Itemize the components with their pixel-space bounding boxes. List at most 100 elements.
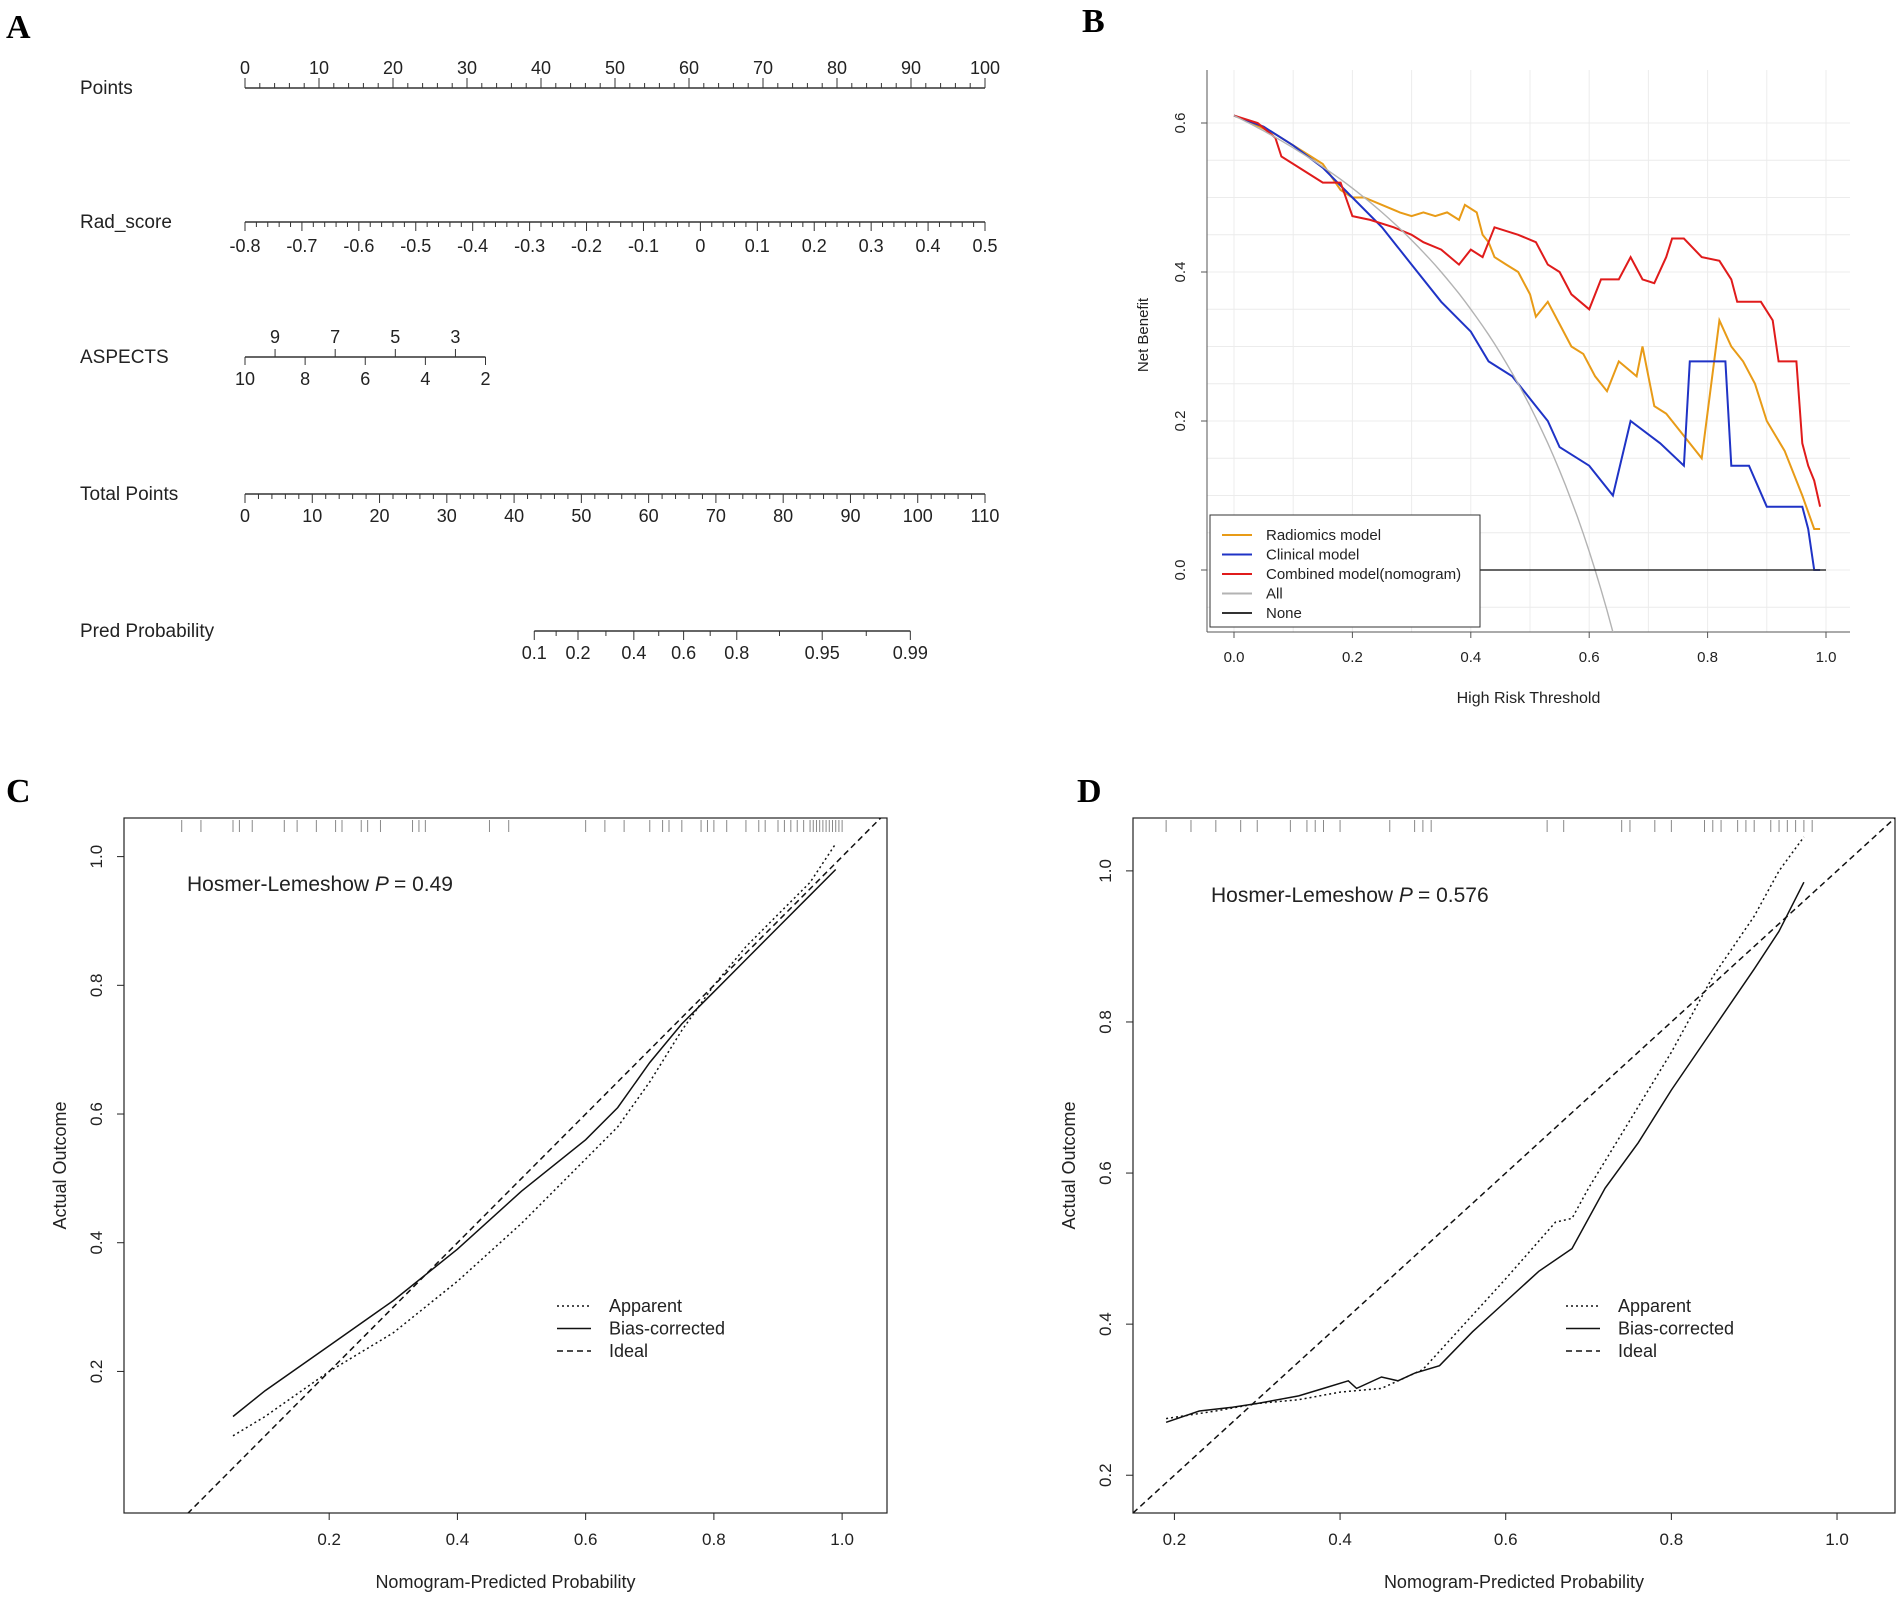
panel-letter-a: A [6,9,31,46]
aspects-tick-label: 7 [330,327,340,347]
x-tick-label: 0.4 [1328,1530,1352,1549]
legend-label: Apparent [1618,1296,1691,1316]
predprob-tick-label: 0.95 [805,643,840,663]
radscore-tick-label: -0.3 [514,236,545,256]
totalpoints-tick-label: 30 [437,506,457,526]
radscore-tick-label: 0 [695,236,705,256]
points-tick-label: 40 [531,58,551,78]
x-tick-label: 0.2 [1163,1530,1187,1549]
series-line-all [1233,114,1614,632]
radscore-tick-label: -0.5 [400,236,431,256]
y-tick-label: 0.4 [1172,262,1189,283]
calibration-panel-c: 0.2 0.4 0.6 0.8 1.0 0.2 0.4 0.6 0.8 1.0 Nomogram-P… [50,817,888,1592]
x-tick-label: 0.8 [1660,1530,1684,1549]
radscore-tick-label: 0.4 [916,236,941,256]
totalpoints-tick-label: 110 [971,506,1000,526]
panel-letter-d: D [1077,773,1102,810]
x-tick-label: 0.0 [1224,649,1245,666]
points-tick-label: 70 [753,58,773,78]
aspects-tick-label: 8 [300,369,310,389]
legend-label: Apparent [609,1296,682,1316]
predprob-tick-label: 0.4 [621,643,646,663]
legend-label: Radiomics model [1266,527,1381,544]
y-axis-title: Actual Outcome [1059,1101,1079,1229]
totalpoints-tick-label: 80 [773,506,793,526]
aspects-tick-label: 10 [235,369,255,389]
plot-frame [123,817,888,1514]
x-axis-title: Nomogram-Predicted Probability [1384,1572,1644,1592]
legend-label: None [1266,605,1302,622]
legend-label: Clinical model [1266,547,1359,564]
points-tick-label: 60 [679,58,699,78]
radscore-tick-label: -0.4 [457,236,488,256]
nomogram-row-label: Points [80,78,133,99]
y-tick-label: 0.0 [1172,560,1189,581]
panel-letter-c: C [6,773,31,810]
x-tick-label: 0.6 [574,1530,598,1549]
x-axis-title: Nomogram-Predicted Probability [375,1572,635,1592]
nomogram-row-label: Total Points [80,484,178,505]
series-line-apparent [232,843,837,1437]
y-tick-label: 0.4 [87,1231,106,1255]
totalpoints-tick-label: 20 [370,506,390,526]
calibration-panel-d: 0.2 0.4 0.6 0.8 1.0 0.2 0.4 0.6 0.8 1.0 Nomogram-P… [1059,817,1896,1592]
series-line-bias-corrected [1165,881,1805,1424]
panel-letter-b: B [1082,3,1105,40]
aspects-tick-label: 9 [270,327,280,347]
aspects-tick-label: 4 [420,369,430,389]
series-line-clinical-model [1233,114,1821,571]
points-tick-label: 100 [970,58,1000,78]
y-axis-title: Net Benefit [1135,297,1152,372]
x-tick-label: 0.8 [702,1530,726,1549]
annotation-part: P [375,873,394,896]
totalpoints-tick-label: 60 [639,506,659,526]
x-tick-label: 1.0 [1825,1530,1849,1549]
y-tick-label: 1.0 [1096,859,1115,883]
radscore-tick-label: 0.5 [972,236,997,256]
annotation-part: Hosmer-Lemeshow [187,873,375,896]
x-axis-title: High Risk Threshold [1457,690,1601,707]
x-tick-label: 0.4 [446,1530,470,1549]
y-tick-label: 0.6 [1172,113,1189,134]
predprob-tick-label: 0.99 [893,643,928,663]
y-tick-label: 0.2 [87,1360,106,1384]
points-tick-label: 90 [901,58,921,78]
aspects-tick-label: 3 [450,327,460,347]
y-tick-label: 0.4 [1096,1312,1115,1336]
annotation-part: = 0.576 [1418,884,1489,907]
y-tick-label: 0.6 [1096,1161,1115,1185]
series-line-bias-corrected [232,868,837,1418]
radscore-tick-label: -0.8 [229,236,260,256]
points-tick-label: 50 [605,58,625,78]
points-tick-label: 80 [827,58,847,78]
predprob-tick-label: 0.2 [565,643,590,663]
y-tick-label: 0.8 [87,973,106,997]
predprob-tick-label: 0.1 [522,643,547,663]
x-tick-label: 1.0 [830,1530,854,1549]
series-line-ideal [187,818,882,1513]
nomogram-row-label: Rad_score [80,212,172,233]
predprob-tick-label: 0.6 [671,643,696,663]
hosmer-lemeshow-annotation: Hosmer-Lemeshow P = 0.576 [1211,884,1489,907]
legend-label: Ideal [1618,1341,1657,1361]
radscore-tick-label: 0.2 [802,236,827,256]
decision-curve-panel: 0.0 0.2 0.4 0.6 0.8 1.0 0.0 0.2 0.4 0.6 High Risk … [1135,70,1850,707]
annotation-part: = 0.49 [394,873,453,896]
annotation-part: Hosmer-Lemeshow [1211,884,1399,907]
points-tick-label: 20 [383,58,403,78]
y-tick-label: 0.2 [1096,1463,1115,1487]
y-tick-label: 0.8 [1096,1010,1115,1034]
radscore-tick-label: -0.2 [571,236,602,256]
radscore-tick-label: -0.7 [286,236,317,256]
x-tick-label: 0.4 [1460,649,1481,666]
series-line-combined-model-nomogram- [1233,114,1822,507]
points-tick-label: 10 [309,58,329,78]
aspects-tick-label: 6 [360,369,370,389]
series-line-radiomics-model [1233,114,1821,530]
x-tick-label: 0.8 [1697,649,1718,666]
x-tick-label: 0.6 [1579,649,1600,666]
totalpoints-tick-label: 10 [302,506,322,526]
points-tick-label: 0 [240,58,250,78]
y-axis-title: Actual Outcome [50,1101,70,1229]
